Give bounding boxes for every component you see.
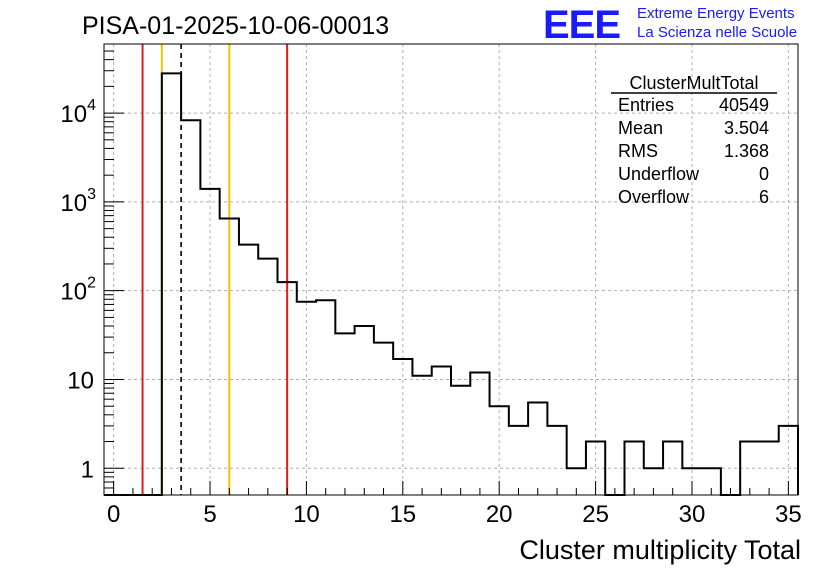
vertical-markers (141, 44, 289, 495)
x-tick-label: 35 (775, 501, 802, 528)
x-tick-label: 0 (107, 501, 120, 528)
plot-frame (103, 43, 799, 496)
x-tick-label: 10 (293, 501, 320, 528)
x-tick-label: 15 (389, 501, 416, 528)
stats-row-label: RMS (618, 141, 658, 161)
eee-logo: EEE Extreme Energy Events La Scienza nel… (543, 3, 797, 47)
eee-logo-text: EEE (543, 3, 620, 47)
x-axis-title: Cluster multiplicity Total (519, 535, 801, 565)
y-tick-label: 103 (60, 186, 96, 217)
stats-row-value: 1.368 (724, 141, 769, 161)
stats-rows: Entries 40549 Mean 3.504 RMS 1.368 Underflow 0 O… (618, 95, 769, 207)
y-tick-label: 102 (60, 275, 96, 306)
stats-row-value: 6 (759, 187, 769, 207)
stats-row-label: Underflow (618, 164, 700, 184)
stats-row-value: 0 (759, 164, 769, 184)
axes: 0 5 10 15 20 25 30 35 1 10 102 103 104 (60, 43, 802, 528)
y-tick-label: 1 (81, 456, 94, 483)
y-tick-label: 104 (60, 97, 96, 128)
eee-logo-line2: La Scienza nelle Scuole (637, 24, 797, 41)
grid (104, 44, 798, 495)
stats-row-label: Overflow (618, 187, 690, 207)
x-tick-label: 5 (203, 501, 216, 528)
stats-box-title: ClusterMultTotal (629, 73, 758, 93)
stats-box: ClusterMultTotal Entries 40549 Mean 3.504 RM… (611, 73, 777, 207)
histogram-outline (104, 72, 799, 496)
stats-row-value: 3.504 (724, 118, 769, 138)
x-tick-label: 25 (582, 501, 609, 528)
histogram-bins (104, 72, 799, 496)
stats-row-label: Entries (618, 95, 674, 115)
x-tick-label: 30 (679, 501, 706, 528)
x-tick-label: 20 (486, 501, 513, 528)
y-tick-label: 10 (67, 367, 94, 394)
eee-logo-line1: Extreme Energy Events (637, 5, 795, 22)
stats-row-label: Mean (618, 118, 663, 138)
chart-title: PISA-01-2025-10-06-00013 (82, 12, 389, 40)
stats-row-value: 40549 (719, 95, 769, 115)
